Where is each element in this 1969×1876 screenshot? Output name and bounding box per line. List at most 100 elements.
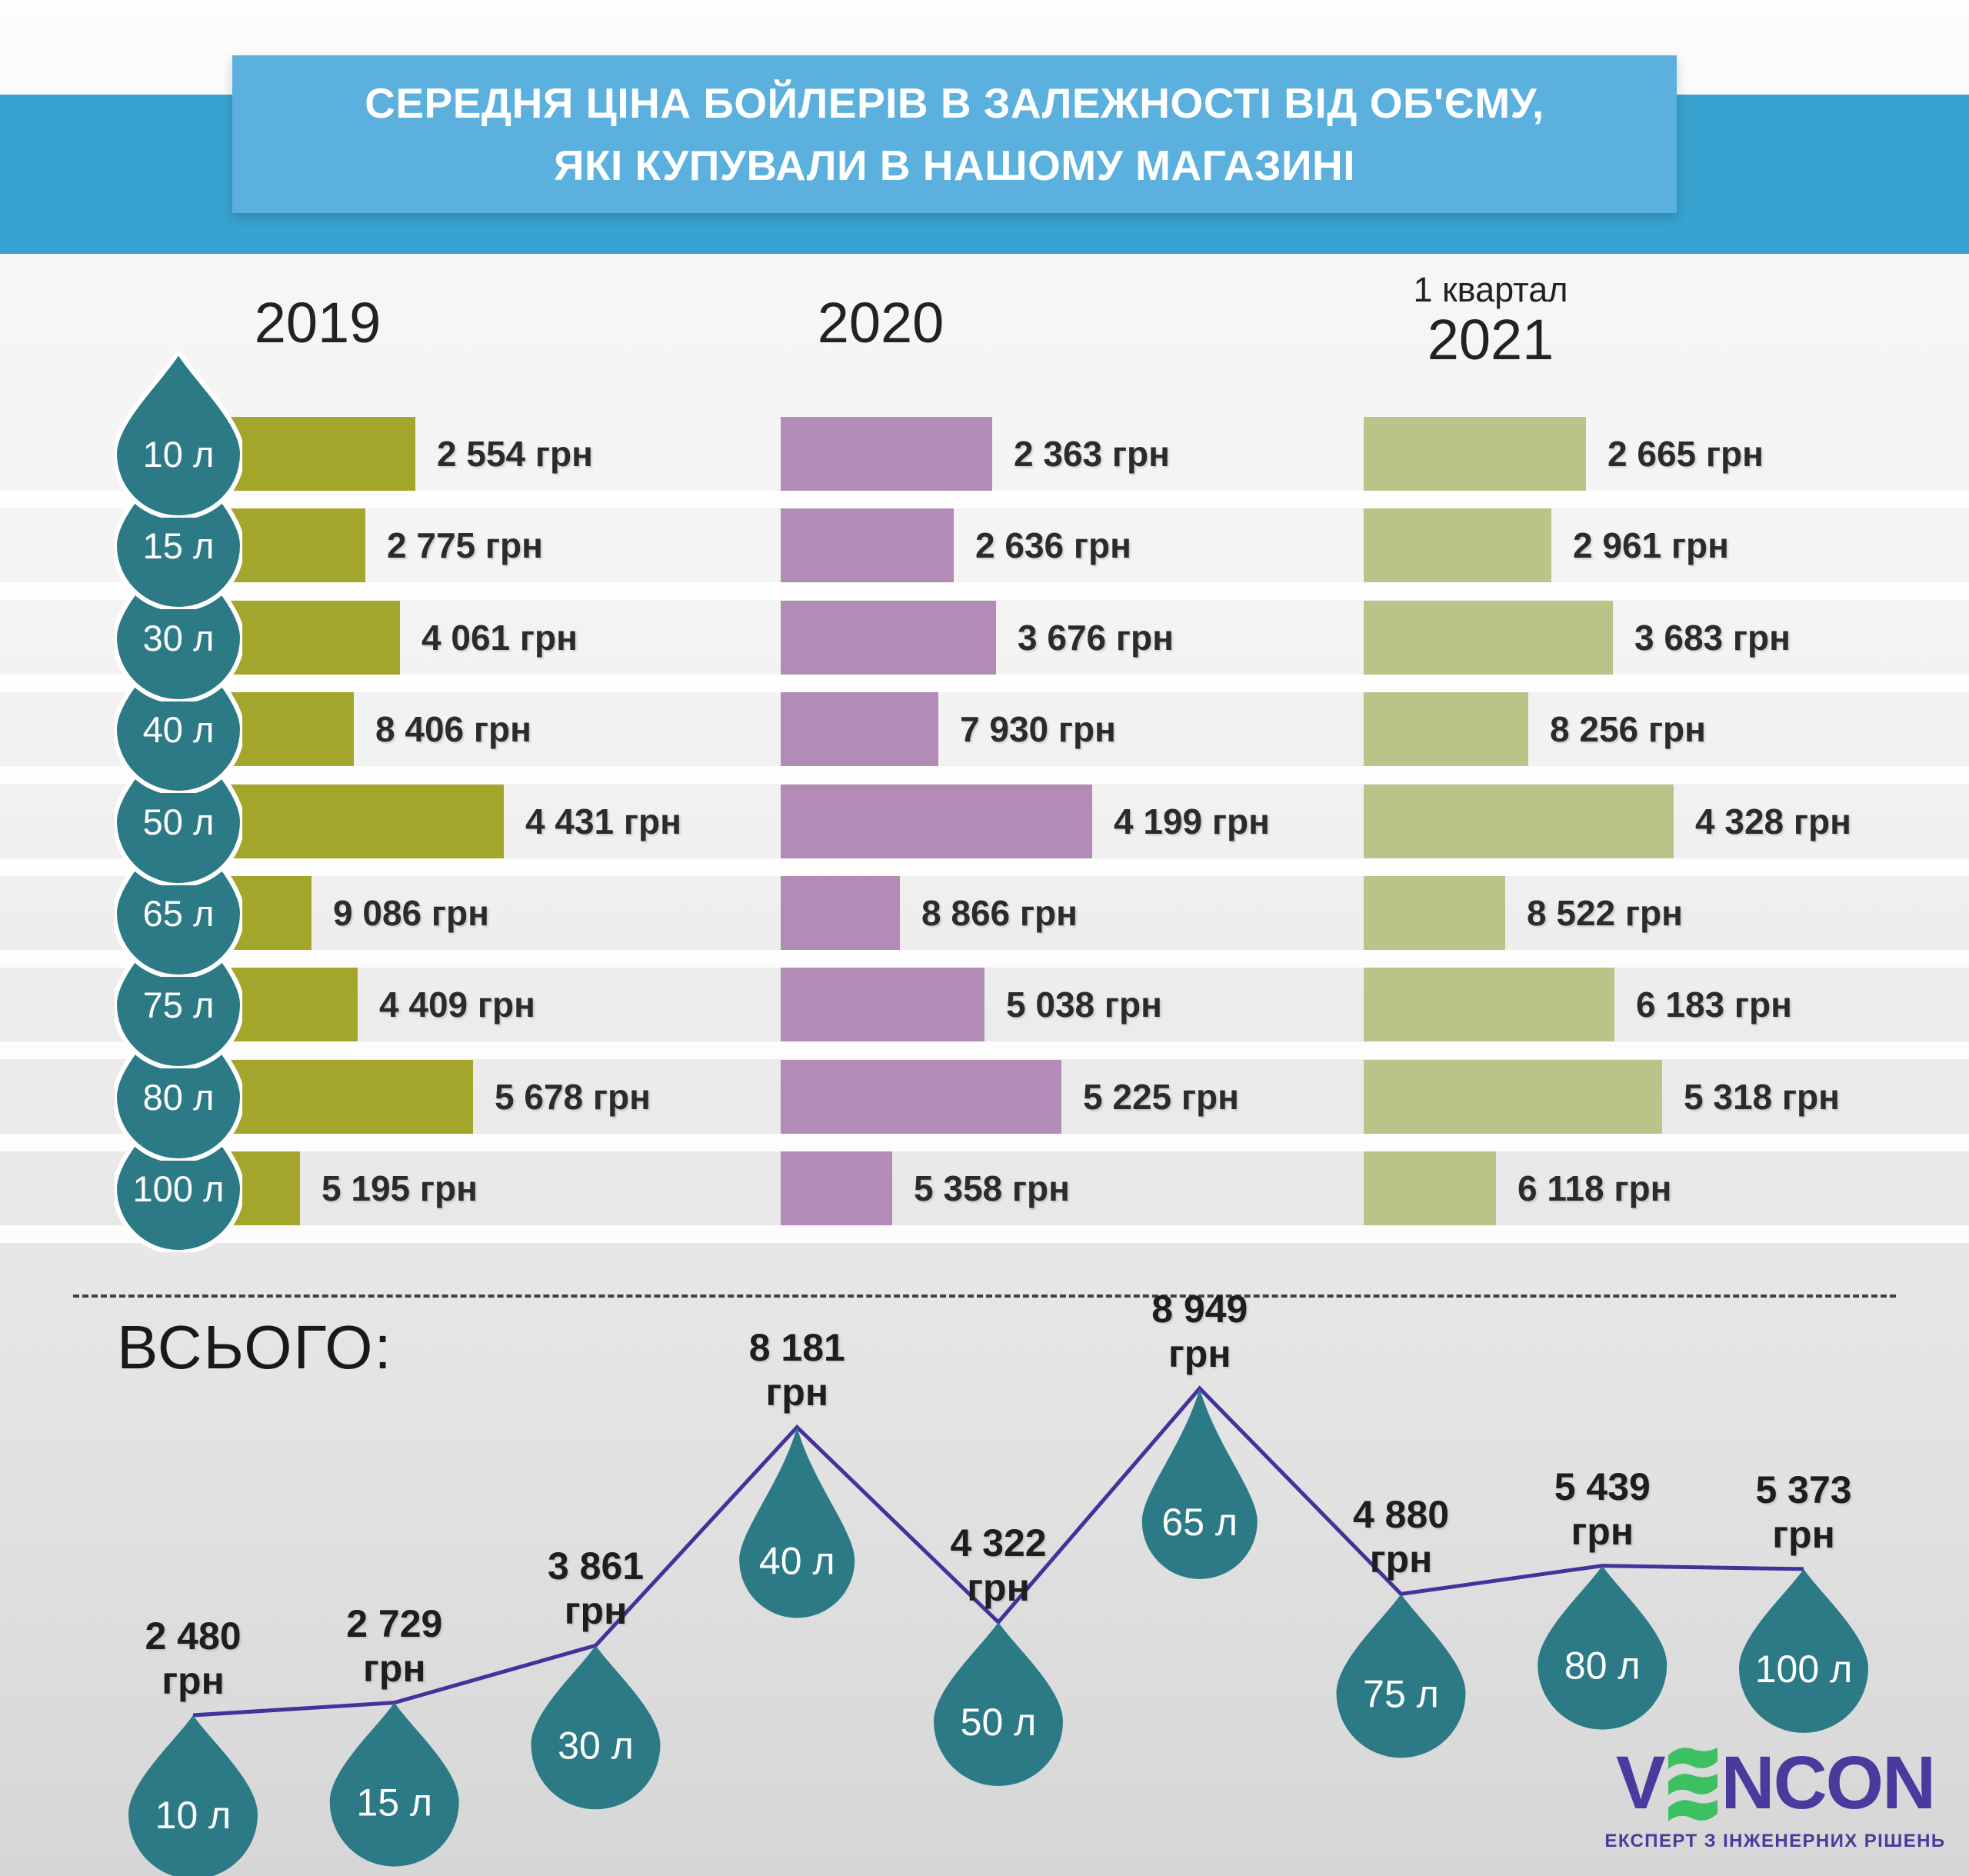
total-price-value: 5 439	[1554, 1464, 1651, 1508]
price-bar	[227, 600, 400, 675]
droplet-icon	[739, 1427, 855, 1618]
total-point-volume-label: 40 л	[759, 1539, 835, 1582]
price-bar	[781, 1059, 1061, 1134]
total-price-unit: грн	[564, 1589, 628, 1633]
price-label: 2 554 грн	[437, 434, 593, 474]
total-price-value: 3 861	[547, 1544, 645, 1588]
price-label: 2 363 грн	[1014, 434, 1170, 474]
vencon-logo: V NCON ЕКСПЕРТ З ІНЖЕНЕРНИХ РІШЕНЬ	[1604, 1743, 1946, 1852]
title-banner: СЕРЕДНЯ ЦІНА БОЙЛЕРІВ В ЗАЛЕЖНОСТІ ВІД О…	[232, 55, 1677, 213]
droplet-icon	[531, 1645, 661, 1810]
droplet-icon	[329, 1702, 459, 1867]
quarter-prefix-label: 1 квартал	[1413, 270, 1568, 309]
price-bar	[1364, 876, 1505, 950]
total-point-volume-label: 15 л	[356, 1781, 432, 1824]
total-point-droplet: 75 л	[1336, 1594, 1466, 1758]
total-point-droplet: 15 л	[329, 1702, 459, 1867]
row-gap-strip	[0, 858, 1969, 876]
droplet-icon	[115, 352, 242, 518]
price-label: 2 665 грн	[1608, 434, 1764, 474]
total-point-price-label: 5 439 грн	[1471, 1464, 1733, 1554]
price-label: 3 683 грн	[1634, 617, 1791, 658]
price-label: 4 431 грн	[525, 801, 681, 841]
total-price-value: 5 373	[1755, 1468, 1852, 1511]
price-label: 5 358 грн	[914, 1168, 1070, 1209]
year-label-2020: 2020	[817, 291, 945, 355]
price-label: 4 409 грн	[379, 985, 535, 1025]
total-price-unit: грн	[967, 1565, 1030, 1609]
volume-badge-label: 40 л	[143, 709, 215, 750]
column-header-2021: 1 квартал 2021	[1329, 271, 1652, 371]
total-price-unit: грн	[1772, 1512, 1835, 1556]
price-label: 8 522 грн	[1527, 893, 1683, 933]
page-title-line-2: ЯКІ КУПУВАЛИ В НАШОМУ МАГАЗИНІ	[553, 141, 1356, 189]
total-price-value: 4 322	[950, 1521, 1047, 1564]
price-bar	[1364, 784, 1674, 858]
total-point-price-label: 3 861 грн	[465, 1544, 727, 1633]
row-gap-strip	[0, 674, 1969, 692]
volume-badge-label: 65 л	[143, 893, 215, 934]
price-label: 2 636 грн	[975, 525, 1131, 566]
logo-tagline: ЕКСПЕРТ З ІНЖЕНЕРНИХ РІШЕНЬ	[1604, 1831, 1946, 1851]
volume-badge-label: 30 л	[143, 618, 215, 658]
total-point-price-label: 8 181 грн	[666, 1325, 928, 1414]
price-bar	[781, 417, 992, 491]
price-label: 9 086 грн	[333, 893, 489, 933]
volume-badge-label: 100 л	[133, 1168, 225, 1209]
total-point-price-label: 5 373 грн	[1673, 1468, 1934, 1557]
price-bar	[1364, 1151, 1496, 1226]
price-label: 7 930 грн	[960, 709, 1116, 750]
total-price-value: 2 480	[145, 1614, 242, 1658]
total-price-unit: грн	[162, 1659, 225, 1702]
price-label: 6 118 грн	[1518, 1168, 1672, 1209]
total-price-value: 2 729	[346, 1601, 443, 1645]
price-label: 8 256 грн	[1550, 709, 1706, 750]
total-point-volume-label: 10 л	[155, 1794, 232, 1837]
price-bar	[781, 968, 984, 1042]
price-bar	[1364, 968, 1614, 1042]
page-title-line-1: СЕРЕДНЯ ЦІНА БОЙЛЕРІВ В ЗАЛЕЖНОСТІ ВІД О…	[365, 78, 1544, 127]
droplet-icon	[128, 1715, 258, 1876]
total-point-price-label: 8 949 грн	[1069, 1287, 1331, 1376]
volume-badge-label: 10 л	[143, 434, 215, 475]
total-price-value: 8 949	[1151, 1288, 1248, 1331]
price-label: 2 775 грн	[387, 525, 543, 566]
total-point-volume-label: 50 л	[961, 1701, 1037, 1744]
row-gap-strip	[0, 491, 1969, 508]
price-label: 5 038 грн	[1006, 985, 1162, 1025]
price-bar	[781, 1151, 892, 1226]
total-point-volume-label: 75 л	[1363, 1672, 1439, 1715]
logo-letter-v: V	[1615, 1741, 1666, 1824]
column-header-2020: 2020	[719, 292, 1042, 354]
price-label: 5 225 грн	[1083, 1076, 1239, 1117]
price-bar	[1364, 692, 1528, 767]
price-label: 2 961 грн	[1573, 525, 1729, 566]
price-label: 6 183 грн	[1636, 985, 1792, 1025]
year-label-2021: 2021	[1427, 308, 1554, 372]
price-bar	[781, 692, 938, 767]
price-label: 5 195 грн	[322, 1168, 478, 1209]
price-bar	[1364, 417, 1586, 491]
price-bar	[1364, 600, 1613, 675]
volume-badge: 10 л	[115, 352, 242, 518]
total-point-volume-label: 100 л	[1755, 1648, 1853, 1691]
year-label-2019: 2019	[254, 291, 381, 355]
totals-line	[192, 1385, 1804, 1718]
row-gap-strip	[0, 1133, 1969, 1151]
total-point-droplet: 40 л	[739, 1427, 855, 1618]
droplet-icon	[1141, 1388, 1258, 1579]
logo-waves-icon	[1667, 1748, 1717, 1821]
row-gap-strip	[0, 1041, 1969, 1060]
total-point-droplet: 30 л	[531, 1645, 661, 1810]
volume-badge-label: 50 л	[143, 801, 215, 842]
price-bar	[781, 600, 996, 675]
total-point-volume-label: 30 л	[558, 1724, 634, 1767]
total-point-droplet: 50 л	[934, 1621, 1063, 1786]
price-bar	[227, 784, 504, 858]
price-bar	[227, 508, 365, 583]
dashed-separator	[73, 1295, 1896, 1298]
total-point-volume-label: 80 л	[1564, 1644, 1641, 1688]
column-header-2019: 2019	[156, 292, 479, 354]
price-label: 3 676 грн	[1018, 617, 1174, 658]
